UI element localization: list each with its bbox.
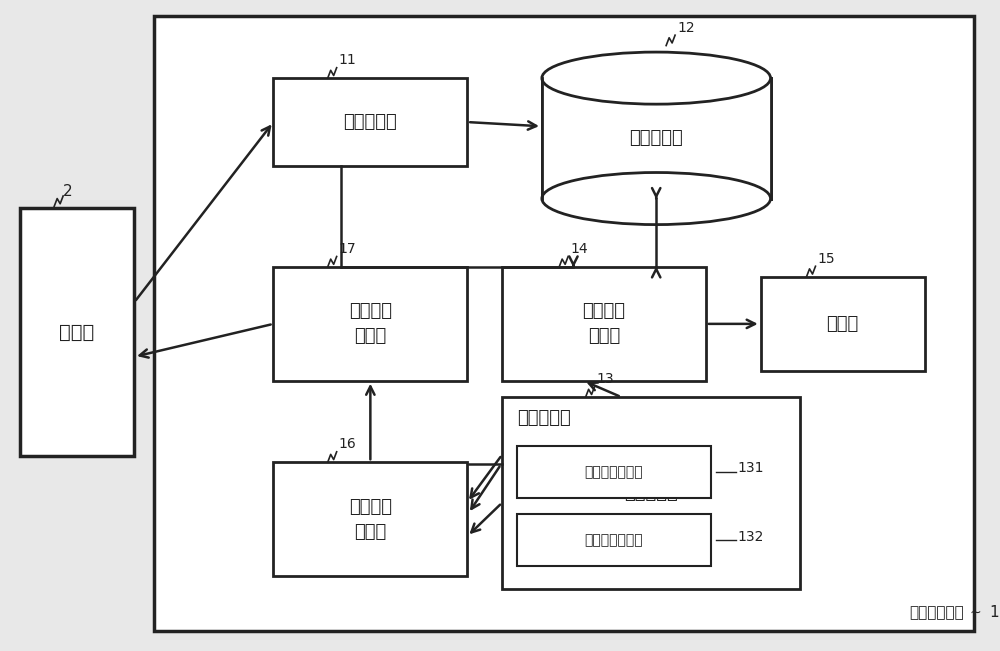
Text: 显示指示接收部: 显示指示接收部 [585, 533, 643, 547]
Bar [154, 16, 974, 631]
Bar [273, 267, 467, 381]
Bar [542, 78, 771, 199]
Text: 132: 132 [738, 529, 764, 544]
Ellipse shape [542, 173, 771, 225]
Bar [502, 267, 706, 381]
Text: 控制指示接收部: 控制指示接收部 [585, 465, 643, 479]
Bar [502, 397, 800, 589]
Text: 控制器: 控制器 [59, 322, 95, 342]
Text: 数据获取部: 数据获取部 [343, 113, 397, 131]
Text: 输入接收部: 输入接收部 [624, 484, 678, 502]
Text: 2: 2 [63, 184, 73, 199]
Text: 131: 131 [738, 461, 764, 475]
Bar [761, 277, 925, 371]
Text: 详细信息
制作部: 详细信息 制作部 [583, 302, 626, 346]
Bar [517, 446, 711, 498]
Bar [20, 208, 134, 456]
Text: 11: 11 [339, 53, 356, 67]
Bar [517, 514, 711, 566]
Text: ~: ~ [969, 605, 981, 620]
Text: 数据存储部: 数据存储部 [629, 130, 683, 147]
Text: 12: 12 [677, 20, 695, 35]
Text: 控制信息
制作部: 控制信息 制作部 [349, 497, 392, 541]
Text: 显示部: 显示部 [827, 315, 859, 333]
Text: 16: 16 [339, 437, 356, 451]
Bar [273, 462, 467, 576]
Text: 14: 14 [570, 242, 588, 256]
Text: 控制信息
发送部: 控制信息 发送部 [349, 302, 392, 346]
Text: 1: 1 [989, 605, 999, 620]
Bar [273, 78, 467, 166]
Text: 15: 15 [817, 251, 835, 266]
Ellipse shape [542, 52, 771, 104]
Text: 输入接收部: 输入接收部 [517, 409, 571, 427]
Text: 17: 17 [339, 242, 356, 256]
Text: 13: 13 [597, 372, 614, 386]
Text: 设施管理装置: 设施管理装置 [910, 605, 964, 620]
